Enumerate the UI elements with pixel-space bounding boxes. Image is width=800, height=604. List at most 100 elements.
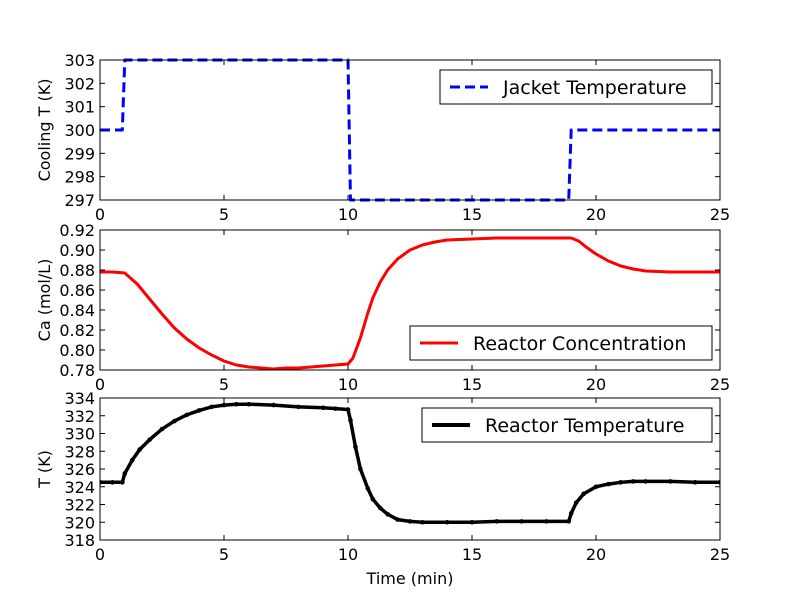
x-tick-label: 20 — [586, 375, 606, 394]
x-tick-label: 20 — [586, 545, 606, 564]
y-tick-label: 322 — [64, 496, 95, 515]
series-point — [573, 500, 579, 506]
x-tick-label: 5 — [219, 375, 229, 394]
y-tick-label: 0.84 — [59, 301, 95, 320]
series-point — [568, 511, 574, 516]
y-tick-label: 334 — [64, 389, 95, 408]
x-tick-label: 10 — [338, 375, 358, 394]
chart-panel-1: 0 5 10 15 20 25 297 298 299 300 301 302 303 Cooling T… — [35, 51, 730, 224]
series-point — [717, 480, 720, 485]
y-tick-label: 300 — [64, 121, 95, 140]
series-point — [618, 480, 624, 485]
y-tick-label: 297 — [64, 191, 95, 210]
series-point — [172, 418, 177, 424]
x-tick-label: 20 — [586, 205, 606, 224]
legend-box — [409, 325, 713, 361]
series-point — [271, 402, 276, 408]
series-point — [353, 444, 358, 450]
y-tick-label: 302 — [64, 74, 95, 93]
legend-label: Reactor Temperature — [485, 415, 684, 437]
series-point — [407, 519, 413, 524]
x-tick-label: 25 — [710, 375, 730, 394]
series-point — [593, 484, 599, 490]
x-tick-label: 5 — [219, 545, 229, 564]
y-tick-label: 0.90 — [59, 241, 95, 260]
legend-label: Reactor Concentration — [473, 333, 686, 355]
series-point — [358, 466, 363, 472]
series-point — [566, 519, 572, 524]
series-point — [345, 407, 351, 412]
y-tick-label: 0.78 — [59, 361, 95, 380]
y-tick-label: 0.82 — [59, 321, 95, 340]
series-point — [333, 406, 338, 411]
x-tick-label: 15 — [462, 545, 482, 564]
x-tick-label: 10 — [338, 545, 358, 564]
legend-box — [421, 407, 713, 443]
x-tick-label: 0 — [95, 205, 105, 224]
series-point — [159, 426, 165, 432]
series-point — [246, 401, 252, 407]
series-point — [370, 496, 376, 502]
axes-frame — [99, 229, 721, 371]
series-point — [365, 486, 371, 491]
series-point — [122, 471, 128, 476]
series-point — [692, 480, 698, 485]
series-point — [668, 479, 673, 484]
series-point — [348, 417, 353, 423]
y-tick-label: 0.86 — [59, 281, 95, 300]
y-tick-label: 326 — [64, 460, 95, 479]
series-point — [469, 519, 475, 525]
x-tick-label: 10 — [338, 205, 358, 224]
series-point — [320, 405, 326, 411]
series-point — [494, 519, 500, 524]
y-axis-label: T (K) — [35, 450, 54, 489]
y-tick-label: 0.88 — [59, 261, 95, 280]
y-tick-label: 298 — [64, 168, 95, 187]
series-point — [196, 408, 202, 413]
series-line-1 — [100, 58, 720, 202]
y-tick-label: 330 — [64, 425, 95, 444]
x-tick-label: 0 — [95, 545, 105, 564]
legend: Reactor Concentration — [409, 325, 713, 361]
y-tick-label: 318 — [64, 531, 95, 550]
series-point — [110, 480, 115, 485]
x-tick-label: 15 — [462, 375, 482, 394]
series-point — [581, 491, 586, 497]
x-tick-label: 5 — [219, 205, 229, 224]
legend: Reactor Temperature — [421, 407, 713, 443]
series-point — [420, 519, 425, 525]
y-tick-label: 299 — [64, 144, 95, 163]
y-tick-label: 324 — [64, 478, 95, 497]
y-axis-label: Ca (mol/L) — [35, 259, 54, 342]
series-point — [630, 479, 636, 484]
series-point — [643, 479, 648, 484]
series-point — [209, 404, 214, 410]
y-tick-label: 301 — [64, 98, 95, 117]
series-point — [147, 437, 152, 443]
series-point — [184, 412, 190, 418]
series-point — [395, 517, 400, 522]
x-tick-label: 25 — [710, 205, 730, 224]
y-tick-label: 332 — [64, 407, 95, 426]
series-point — [120, 480, 125, 485]
series-point — [519, 519, 524, 524]
series-point — [137, 447, 142, 452]
series-point — [221, 402, 227, 408]
legend-label: Jacket Temperature — [502, 77, 687, 99]
y-axis-label: Cooling T (K) — [35, 79, 54, 182]
x-tick-label: 15 — [462, 205, 482, 224]
series-point — [544, 519, 549, 524]
series-point — [129, 457, 135, 463]
series-point — [385, 511, 390, 517]
y-tick-label: 303 — [64, 51, 95, 70]
chart-panel-2: 0 5 10 15 20 25 0.780.800.820.840.860.880.900.… — [35, 221, 730, 394]
y-tick-label: 320 — [64, 513, 95, 532]
y-tick-label: 328 — [64, 442, 95, 461]
series-point — [444, 519, 450, 525]
series-point — [606, 481, 611, 487]
series-point — [100, 480, 103, 485]
series-point — [296, 404, 301, 410]
